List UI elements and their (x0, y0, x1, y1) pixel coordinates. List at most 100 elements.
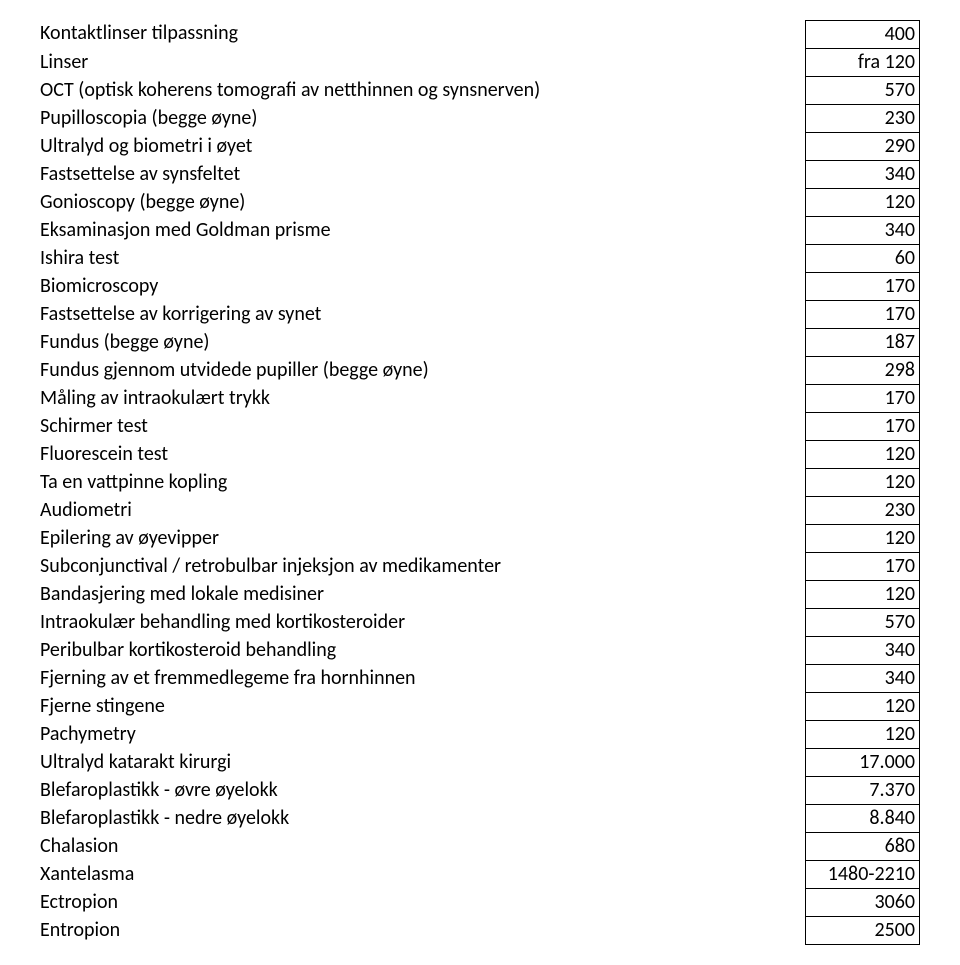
price-row: Fjerne stingene120 (40, 693, 920, 721)
price-label: Ultralyd og biometri i øyet (40, 133, 805, 161)
price-label: Kontaktlinser tilpassning (40, 20, 805, 49)
price-value: 298 (805, 357, 920, 385)
price-value: 340 (805, 665, 920, 693)
price-label: Audiometri (40, 497, 805, 525)
price-row: Fjerning av et fremmedlegeme fra hornhin… (40, 665, 920, 693)
price-value: 2500 (805, 917, 920, 945)
price-row: Chalasion680 (40, 833, 920, 861)
price-label: Gonioscopy (begge øyne) (40, 189, 805, 217)
price-label: Blefaroplastikk - nedre øyelokk (40, 805, 805, 833)
price-value: 120 (805, 189, 920, 217)
price-label: Blefaroplastikk - øvre øyelokk (40, 777, 805, 805)
price-label: Entropion (40, 917, 805, 945)
price-value: 1480-2210 (805, 861, 920, 889)
price-label: Pupilloscopia (begge øyne) (40, 105, 805, 133)
price-list: Kontaktlinser tilpassning400Linserfra 12… (40, 20, 920, 945)
price-value: 120 (805, 581, 920, 609)
price-row: Xantelasma1480-2210 (40, 861, 920, 889)
price-value: 120 (805, 441, 920, 469)
price-label: Schirmer test (40, 413, 805, 441)
price-row: Linserfra 120 (40, 49, 920, 77)
price-label: Fluorescein test (40, 441, 805, 469)
price-label: Fjerne stingene (40, 693, 805, 721)
price-value: 7.370 (805, 777, 920, 805)
price-value: 340 (805, 217, 920, 245)
price-value: 8.840 (805, 805, 920, 833)
price-value: 340 (805, 637, 920, 665)
price-row: Peribulbar kortikosteroid behandling340 (40, 637, 920, 665)
price-value: 187 (805, 329, 920, 357)
price-label: Xantelasma (40, 861, 805, 889)
price-row: Fastsettelse av synsfeltet340 (40, 161, 920, 189)
price-value: 230 (805, 497, 920, 525)
price-row: Fluorescein test120 (40, 441, 920, 469)
price-row: OCT (optisk koherens tomografi av netthi… (40, 77, 920, 105)
price-row: Eksaminasjon med Goldman prisme340 (40, 217, 920, 245)
price-row: Blefaroplastikk - nedre øyelokk8.840 (40, 805, 920, 833)
price-row: Fundus (begge øyne)187 (40, 329, 920, 357)
price-label: Linser (40, 49, 805, 77)
price-value: 120 (805, 693, 920, 721)
price-label: Fastsettelse av synsfeltet (40, 161, 805, 189)
price-label: Peribulbar kortikosteroid behandling (40, 637, 805, 665)
price-value: 120 (805, 525, 920, 553)
price-label: Pachymetry (40, 721, 805, 749)
price-label: Ultralyd katarakt kirurgi (40, 749, 805, 777)
price-label: Biomicroscopy (40, 273, 805, 301)
price-value: 680 (805, 833, 920, 861)
price-label: Subconjunctival / retrobulbar injeksjon … (40, 553, 805, 581)
price-row: Blefaroplastikk - øvre øyelokk7.370 (40, 777, 920, 805)
price-row: Ectropion3060 (40, 889, 920, 917)
price-label: Fjerning av et fremmedlegeme fra hornhin… (40, 665, 805, 693)
price-label: Fundus gjennom utvidede pupiller (begge … (40, 357, 805, 385)
price-value: 170 (805, 553, 920, 581)
price-label: Intraokulær behandling med kortikosteroi… (40, 609, 805, 637)
price-label: Fundus (begge øyne) (40, 329, 805, 357)
price-value: 120 (805, 469, 920, 497)
price-row: Audiometri230 (40, 497, 920, 525)
price-label: Bandasjering med lokale medisiner (40, 581, 805, 609)
price-label: Epilering av øyevipper (40, 525, 805, 553)
price-value: 290 (805, 133, 920, 161)
price-row: Ta en vattpinne kopling120 (40, 469, 920, 497)
price-value: 570 (805, 77, 920, 105)
price-value: 400 (805, 20, 920, 49)
price-label: Ta en vattpinne kopling (40, 469, 805, 497)
price-value: 170 (805, 301, 920, 329)
price-label: Måling av intraokulært trykk (40, 385, 805, 413)
price-value: 17.000 (805, 749, 920, 777)
price-row: Måling av intraokulært trykk170 (40, 385, 920, 413)
price-row: Gonioscopy (begge øyne)120 (40, 189, 920, 217)
price-value: 230 (805, 105, 920, 133)
price-row: Ultralyd og biometri i øyet290 (40, 133, 920, 161)
price-label: Fastsettelse av korrigering av synet (40, 301, 805, 329)
price-row: Bandasjering med lokale medisiner120 (40, 581, 920, 609)
price-label: Ishira test (40, 245, 805, 273)
price-row: Ultralyd katarakt kirurgi17.000 (40, 749, 920, 777)
price-row: Pupilloscopia (begge øyne)230 (40, 105, 920, 133)
price-row: Ishira test60 (40, 245, 920, 273)
price-label: OCT (optisk koherens tomografi av netthi… (40, 77, 805, 105)
price-row: Entropion2500 (40, 917, 920, 945)
price-value: 170 (805, 385, 920, 413)
price-label: Ectropion (40, 889, 805, 917)
price-value: 170 (805, 273, 920, 301)
price-value: 340 (805, 161, 920, 189)
price-row: Biomicroscopy170 (40, 273, 920, 301)
price-label: Eksaminasjon med Goldman prisme (40, 217, 805, 245)
price-row: Intraokulær behandling med kortikosteroi… (40, 609, 920, 637)
price-value: 170 (805, 413, 920, 441)
price-row: Fastsettelse av korrigering av synet170 (40, 301, 920, 329)
price-value: 570 (805, 609, 920, 637)
price-row: Schirmer test170 (40, 413, 920, 441)
price-label: Chalasion (40, 833, 805, 861)
price-value: 3060 (805, 889, 920, 917)
price-value: 60 (805, 245, 920, 273)
price-row: Kontaktlinser tilpassning400 (40, 20, 920, 49)
price-value: fra 120 (805, 49, 920, 77)
price-row: Fundus gjennom utvidede pupiller (begge … (40, 357, 920, 385)
price-row: Pachymetry120 (40, 721, 920, 749)
price-value: 120 (805, 721, 920, 749)
price-row: Subconjunctival / retrobulbar injeksjon … (40, 553, 920, 581)
price-row: Epilering av øyevipper120 (40, 525, 920, 553)
